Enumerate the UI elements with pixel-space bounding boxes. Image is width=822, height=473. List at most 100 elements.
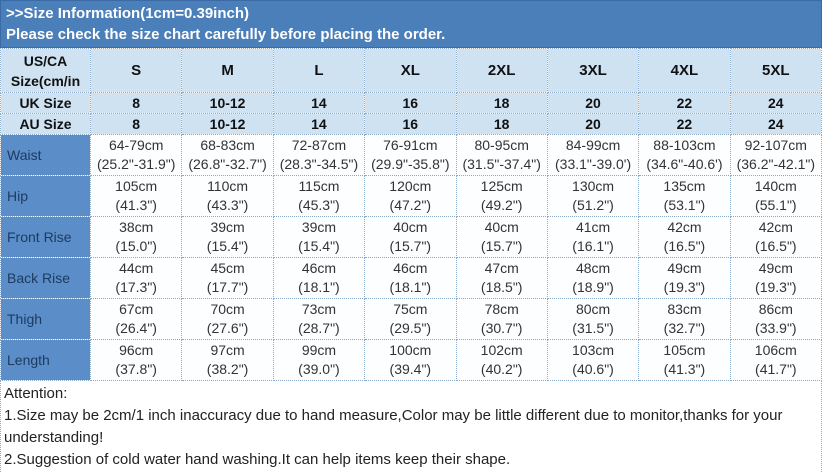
measurement-inch: (39.4") xyxy=(389,361,432,377)
au-size-value: 16 xyxy=(364,113,457,135)
au-size-value: 14 xyxy=(272,113,366,135)
measurement-cm: 72-87cm xyxy=(291,137,347,153)
measurement-cm: 40cm xyxy=(484,219,519,235)
banner-title: >>Size Information(1cm=0.39inch) xyxy=(6,5,249,22)
uk-size-value: 20 xyxy=(546,92,640,114)
au-size-value: 10-12 xyxy=(181,113,274,135)
measurement-cell: 39cm (15.4") xyxy=(181,216,274,258)
measurement-cm: 67cm xyxy=(119,301,154,317)
attention-title: Attention: xyxy=(4,385,68,402)
corner-header: US/CA Size(cm/in xyxy=(0,48,91,93)
measurement-cm: 46cm xyxy=(301,260,337,276)
measurement-cell: 72-87cm (28.3"-34.5") xyxy=(272,134,366,176)
measurement-inch: (16.5") xyxy=(663,238,706,254)
measurement-cm: 99cm xyxy=(301,342,337,358)
measurement-inch: (26.8"-32.7") xyxy=(188,156,267,172)
measurement-cell: 103cm (40.6") xyxy=(546,339,640,381)
measurement-inch: (29.5") xyxy=(389,320,432,336)
measurement-cm: 42cm xyxy=(667,219,702,235)
measurement-inch: (36.2"-42.1") xyxy=(736,156,816,172)
measurement-cell: 88-103cm (34.6"-40.6') xyxy=(638,134,731,176)
measurement-cm: 115cm xyxy=(298,178,340,194)
measurement-cm: 41cm xyxy=(575,219,611,235)
measurement-cm: 73cm xyxy=(301,301,337,317)
measurement-cm: 42cm xyxy=(758,219,793,235)
size-header-5xl: 5XL xyxy=(729,48,822,93)
measurement-inch: (15.7") xyxy=(389,238,432,254)
measurement-inch: (29.9"-35.8") xyxy=(371,156,450,172)
size-header-3xl: 3XL xyxy=(546,48,640,93)
measurement-label: Length xyxy=(0,339,91,381)
measurement-cell: 40cm (15.7") xyxy=(364,216,457,258)
measurement-cell: 75cm (29.5") xyxy=(364,298,457,340)
measurement-cm: 75cm xyxy=(393,301,428,317)
measurement-cm: 40cm xyxy=(393,219,428,235)
measurement-cm: 84-99cm xyxy=(565,137,621,153)
measurement-cm: 76-91cm xyxy=(383,137,438,153)
measurement-cm: 96cm xyxy=(119,342,154,358)
measurement-cm: 102cm xyxy=(480,342,523,358)
measurement-inch: (49.2") xyxy=(480,197,523,213)
measurement-cell: 105cm (41.3") xyxy=(638,339,731,381)
measurement-cell: 42cm (16.5") xyxy=(729,216,822,258)
measurement-inch: (28.3"-34.5") xyxy=(279,156,359,172)
measurement-cell: 45cm (17.7") xyxy=(181,257,274,299)
au-size-value: 18 xyxy=(455,113,548,135)
measurement-cm: 49cm xyxy=(667,260,702,276)
measurement-label: Hip xyxy=(0,175,91,217)
measurement-inch: (15.4") xyxy=(298,238,340,254)
measurement-cell: 140cm (55.1") xyxy=(729,175,822,217)
measurement-cm: 140cm xyxy=(754,178,797,194)
measurement-cell: 125cm (49.2") xyxy=(455,175,548,217)
measurement-cm: 45cm xyxy=(210,260,245,276)
measurement-inch: (41.7") xyxy=(755,361,797,377)
measurement-cell: 78cm (30.7") xyxy=(455,298,548,340)
size-header-4xl: 4XL xyxy=(638,48,731,93)
measurement-inch: (26.4") xyxy=(115,320,157,336)
measurement-inch: (16.5") xyxy=(755,238,797,254)
measurement-cell: 64-79cm (25.2"-31.9") xyxy=(89,134,183,176)
measurement-cell: 105cm (41.3") xyxy=(89,175,183,217)
measurement-cm: 88-103cm xyxy=(653,137,716,153)
size-chart-table: US/CA Size(cm/in S M L XL 2XL 3XL 4XL 5X… xyxy=(0,48,822,381)
measurement-cell: 110cm (43.3") xyxy=(181,175,274,217)
measurement-inch: (18.5") xyxy=(480,279,523,295)
measurement-cell: 92-107cm (36.2"-42.1") xyxy=(729,134,822,176)
attention-note-2: 2.Suggestion of cold water hand washing.… xyxy=(4,451,511,468)
banner: >>Size Information(1cm=0.39inch) Please … xyxy=(0,0,822,48)
measurement-cm: 103cm xyxy=(572,342,615,358)
size-header-m: M xyxy=(181,48,274,93)
measurement-cell: 84-99cm (33.1"-39.0') xyxy=(546,134,640,176)
measurement-cell: 100cm (39.4") xyxy=(364,339,457,381)
measurement-cm: 125cm xyxy=(480,178,523,194)
measurement-inch: (41.3") xyxy=(663,361,706,377)
uk-size-value: 16 xyxy=(364,92,457,114)
measurement-inch: (43.3") xyxy=(206,197,249,213)
measurement-cm: 92-107cm xyxy=(744,137,807,153)
measurement-cm: 106cm xyxy=(754,342,797,358)
uk-size-value: 18 xyxy=(455,92,548,114)
measurement-cell: 42cm (16.5") xyxy=(638,216,731,258)
measurement-inch: (19.3") xyxy=(663,279,706,295)
uk-size-value: 24 xyxy=(729,92,822,114)
measurement-cell: 76-91cm (29.9"-35.8") xyxy=(364,134,457,176)
au-size-label: AU Size xyxy=(0,113,91,135)
measurement-inch: (15.7") xyxy=(480,238,523,254)
measurement-cm: 68-83cm xyxy=(200,137,255,153)
measurement-inch: (45.3") xyxy=(298,197,340,213)
corner-header-line2: Size(cm/in xyxy=(10,72,81,89)
measurement-cm: 38cm xyxy=(119,219,154,235)
measurement-inch: (31.5") xyxy=(572,320,614,336)
measurement-cell: 96cm (37.8") xyxy=(89,339,183,381)
measurement-cm: 80cm xyxy=(575,301,611,317)
measurement-cell: 41cm (16.1") xyxy=(546,216,640,258)
measurement-cell: 73cm (28.7") xyxy=(272,298,366,340)
measurement-inch: (18.9") xyxy=(572,279,614,295)
measurement-label: Thigh xyxy=(0,298,91,340)
au-size-value: 8 xyxy=(89,113,183,135)
uk-size-label: UK Size xyxy=(0,92,91,114)
measurement-cell: 80cm (31.5") xyxy=(546,298,640,340)
measurement-cell: 83cm (32.7") xyxy=(638,298,731,340)
size-header-s: S xyxy=(89,48,183,93)
